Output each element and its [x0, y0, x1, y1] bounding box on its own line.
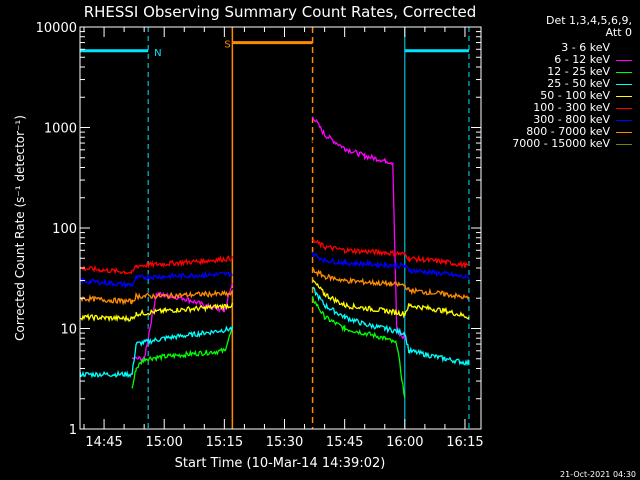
series-line	[143, 281, 234, 359]
chart-title: RHESSI Observing Summary Count Rates, Co…	[84, 3, 477, 21]
series-line	[311, 296, 406, 399]
legend-label: 12 - 25 keV	[547, 65, 610, 78]
series-line	[311, 136, 398, 196]
y-tick-label: 10000	[36, 21, 77, 36]
x-axis-label: Start Time (10-Mar-14 14:39:02)	[175, 456, 386, 471]
series-line	[79, 325, 234, 379]
legend-swatch	[616, 71, 632, 73]
y-axis-label: Corrected Count Rate (s⁻¹ detector⁻¹)	[13, 115, 27, 341]
series-line	[311, 251, 470, 281]
footer-date: 21-Oct-2021 04:30	[560, 470, 636, 479]
legend-label: 100 - 300 keV	[533, 101, 610, 114]
legend-label: 25 - 50 keV	[547, 77, 610, 90]
y-tick-label: 10	[60, 323, 77, 338]
y-tick-label: 100	[52, 222, 77, 237]
legend-item: 300 - 800 keV	[533, 114, 632, 125]
legend-swatch	[616, 47, 632, 49]
gap-markers	[231, 27, 314, 429]
series-line	[312, 279, 470, 320]
legend-label: 300 - 800 keV	[533, 113, 610, 126]
legend-swatch	[616, 143, 632, 145]
marker-label: S	[224, 40, 230, 51]
legend-item: 25 - 50 keV	[547, 78, 632, 89]
x-tick-label: 15:30	[266, 435, 303, 450]
series-lines	[79, 116, 470, 399]
x-axis: 14:45 15:00 15:15 15:30 15:45 16:00 16:15	[83, 27, 484, 450]
y-tick-label: 1	[69, 423, 77, 438]
legend-item: 50 - 100 keV	[540, 90, 632, 101]
series-line	[312, 267, 470, 301]
legend-item: 100 - 300 keV	[533, 102, 632, 113]
legend-item: 6 - 12 keV	[554, 54, 632, 65]
y-tick-label: 1000	[44, 122, 77, 137]
x-tick-label: 16:00	[386, 435, 423, 450]
series-line	[311, 116, 406, 340]
legend-label: 800 - 7000 keV	[526, 125, 610, 138]
x-tick-label: 15:00	[145, 435, 182, 450]
x-tick-label: 15:45	[326, 435, 363, 450]
series-line	[131, 325, 234, 389]
x-tick-label: 15:15	[206, 435, 243, 450]
legend-header-1: Det 1,3,4,5,6,9,	[545, 14, 632, 27]
x-tick-label: 14:45	[85, 435, 122, 450]
legend-label: 50 - 100 keV	[540, 89, 610, 102]
legend-swatch	[616, 59, 632, 61]
legend-item: 3 - 6 keV	[561, 42, 632, 53]
legend-swatch	[616, 119, 632, 121]
x-tick-label: 16:15	[446, 435, 483, 450]
series-line	[312, 286, 470, 367]
legend-swatch	[616, 107, 632, 109]
series-line	[312, 238, 470, 269]
series-line	[79, 255, 234, 275]
legend-swatch	[616, 131, 632, 133]
legend-label: 6 - 12 keV	[554, 53, 610, 66]
legend-item: 7000 - 15000 keV	[512, 138, 632, 149]
series-line	[79, 270, 233, 290]
series-line	[79, 302, 234, 323]
attenuator-markers: NS	[80, 27, 470, 429]
legend-swatch	[616, 83, 632, 85]
legend-label: 3 - 6 keV	[561, 41, 610, 54]
legend-item: 12 - 25 keV	[547, 66, 632, 77]
legend-label: 7000 - 15000 keV	[512, 137, 610, 150]
marker-label: N	[154, 48, 161, 59]
series-line	[79, 289, 234, 306]
legend-header-2: Att 0	[605, 26, 632, 39]
y-axis: 1 10 100 1000 10000	[36, 21, 481, 438]
legend-swatch	[616, 95, 632, 97]
legend-item: 800 - 7000 keV	[526, 126, 632, 137]
